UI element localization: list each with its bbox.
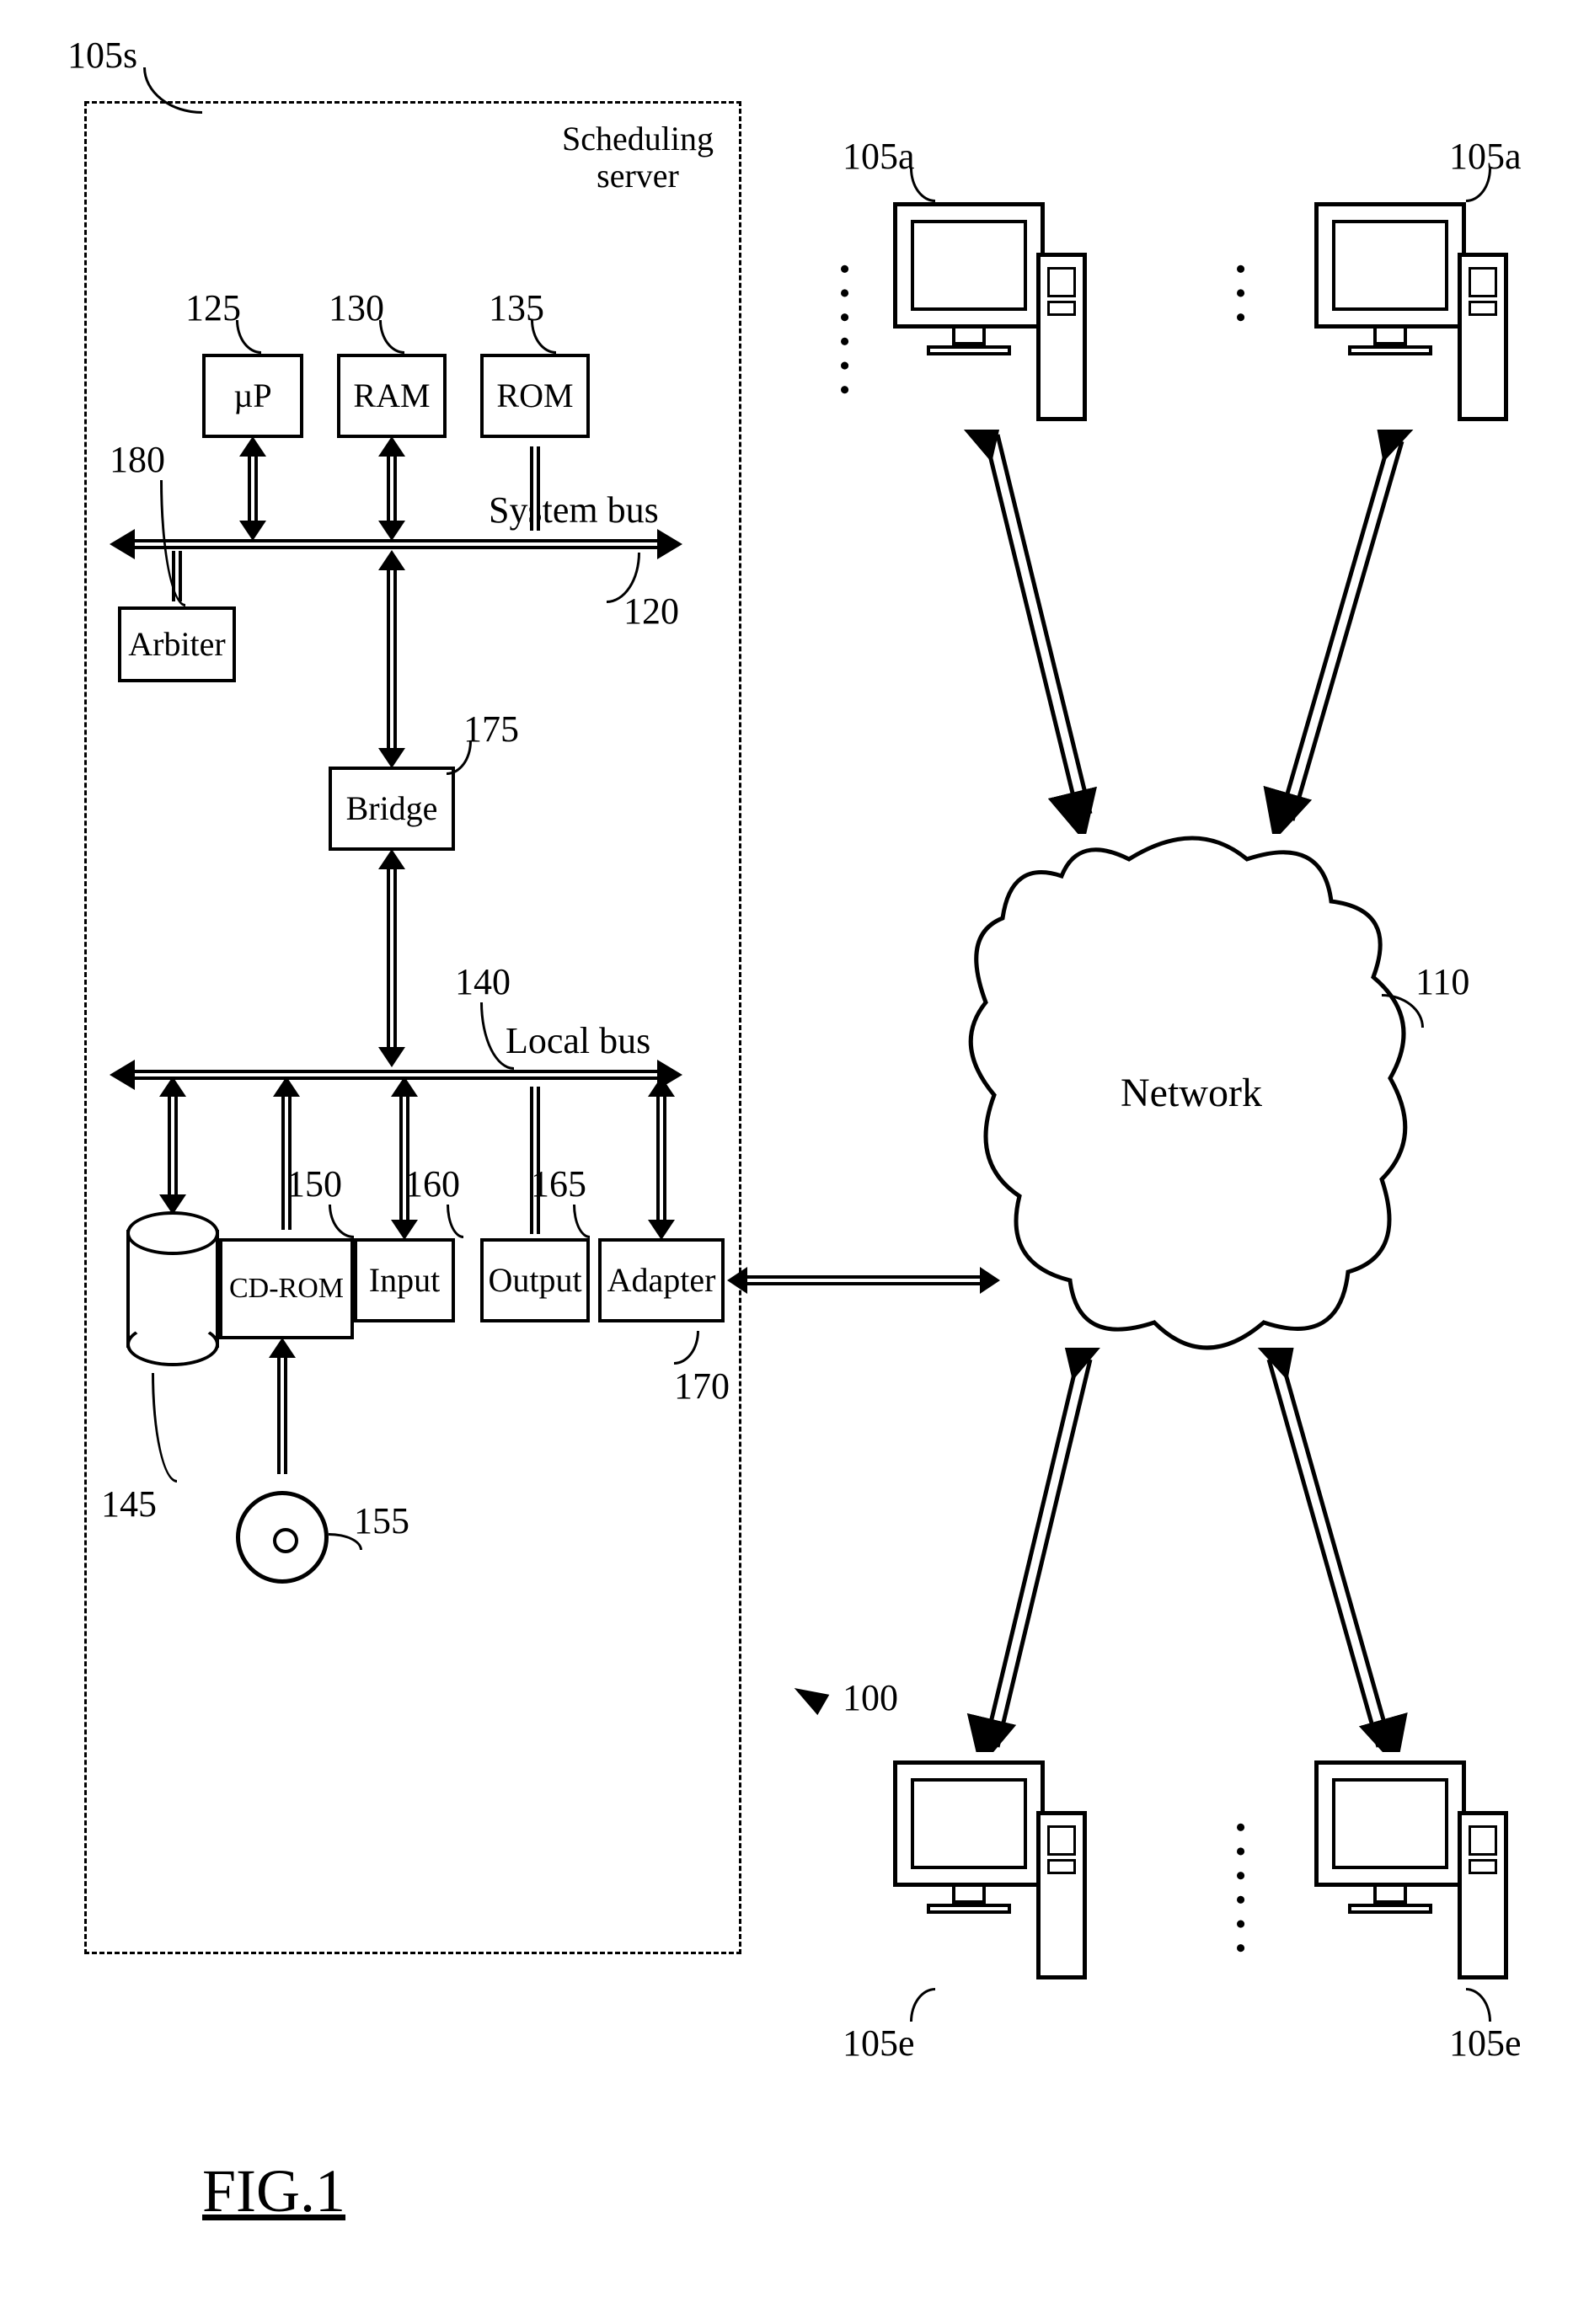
hdd-cylinder	[126, 1230, 219, 1348]
adapter-network-conn	[746, 1275, 982, 1285]
cdrom-box: CD-ROM	[219, 1238, 354, 1339]
local-bus-arrow-left	[110, 1060, 135, 1090]
ref-100: 100	[843, 1676, 898, 1719]
arrow-tr-cloud	[1247, 430, 1415, 834]
arbiter-box: Arbiter	[118, 606, 236, 682]
rom-label: ROM	[496, 378, 573, 414]
base-icon	[1348, 345, 1432, 355]
monitor-icon	[893, 1760, 1045, 1887]
tower-icon	[1458, 253, 1508, 421]
system-bus-arrow-left	[110, 529, 135, 559]
ref-180: 180	[110, 438, 165, 481]
arbiter-label: Arbiter	[128, 627, 226, 662]
rom-conn	[530, 446, 540, 531]
bridge-bot	[387, 868, 397, 1049]
base-icon	[927, 1904, 1011, 1914]
local-bus-label: Local bus	[506, 1019, 650, 1062]
system-bus-arrow-right	[657, 529, 682, 559]
tower-icon	[1458, 1811, 1508, 1979]
output-conn	[530, 1087, 540, 1234]
monitor-icon	[1314, 202, 1466, 329]
input-box: Input	[354, 1238, 455, 1322]
stand-icon	[1373, 1887, 1407, 1904]
arrow-tl-cloud	[960, 430, 1129, 834]
ref-170: 170	[674, 1365, 730, 1408]
adapter-box: Adapter	[598, 1238, 725, 1322]
figure-label: FIG.1	[202, 2156, 345, 2226]
ref-100-arrow	[789, 1678, 830, 1715]
network-label: Network	[1121, 1070, 1262, 1116]
ref-105e-right: 105e	[1449, 2022, 1522, 2065]
output-label: Output	[488, 1263, 581, 1298]
computer-bottom-right	[1289, 1760, 1508, 1979]
stand-icon	[1373, 329, 1407, 345]
figure-1-diagram: Scheduling server 105s System bus 120 Ar…	[34, 34, 1539, 2290]
leader-105a-l	[910, 168, 935, 202]
ram-label: RAM	[353, 378, 430, 414]
base-icon	[927, 345, 1011, 355]
ref-160: 160	[404, 1162, 460, 1205]
computer-top-right	[1289, 202, 1508, 421]
ref-105e-left: 105e	[843, 2022, 915, 2065]
ref-150: 150	[286, 1162, 342, 1205]
ref-145: 145	[101, 1483, 157, 1525]
cdrom-label: CD-ROM	[229, 1274, 344, 1304]
up-conn	[248, 455, 258, 522]
ref-110: 110	[1415, 960, 1469, 1003]
ref-105a-left: 105a	[843, 135, 915, 178]
monitor-icon	[893, 202, 1045, 329]
leader-105e-l	[910, 1988, 935, 2022]
monitor-icon	[1314, 1760, 1466, 1887]
ram-box: RAM	[337, 354, 447, 438]
dots-tr: ···	[1213, 261, 1267, 334]
dots-br: ······	[1213, 1819, 1267, 1964]
hdd-conn	[168, 1095, 178, 1196]
tower-icon	[1036, 1811, 1087, 1979]
ram-conn	[387, 455, 397, 522]
base-icon	[1348, 1904, 1432, 1914]
stand-icon	[952, 1887, 986, 1904]
arrow-br-cloud	[1247, 1348, 1415, 1752]
output-box: Output	[480, 1238, 590, 1322]
ref-105s: 105s	[67, 34, 137, 77]
disc-conn	[277, 1356, 287, 1474]
server-title-line1: Scheduling	[562, 120, 714, 158]
input-label: Input	[369, 1263, 440, 1298]
ref-130: 130	[329, 286, 384, 329]
adapter-conn	[656, 1095, 666, 1221]
ref-125: 125	[185, 286, 241, 329]
adapter-label: Adapter	[607, 1263, 716, 1298]
disc-icon	[236, 1491, 329, 1584]
dots-tl: ······	[817, 261, 871, 406]
bridge-label: Bridge	[346, 791, 438, 826]
system-bus-label: System bus	[489, 489, 659, 532]
up-label: µP	[233, 378, 271, 414]
ref-140: 140	[455, 960, 511, 1003]
server-title: Scheduling server	[562, 120, 714, 195]
bridge-top	[387, 569, 397, 750]
bridge-box: Bridge	[329, 767, 455, 851]
arrow-bl-cloud	[960, 1348, 1129, 1752]
ref-155: 155	[354, 1499, 409, 1542]
tower-icon	[1036, 253, 1087, 421]
ref-120: 120	[623, 590, 679, 633]
server-title-line2: server	[597, 157, 679, 195]
leader-105a-r	[1466, 168, 1491, 202]
stand-icon	[952, 329, 986, 345]
up-box: µP	[202, 354, 303, 438]
computer-top-left	[868, 202, 1087, 421]
rom-box: ROM	[480, 354, 590, 438]
leader-105e-r	[1466, 1988, 1491, 2022]
ref-165: 165	[531, 1162, 586, 1205]
computer-bottom-left	[868, 1760, 1087, 1979]
